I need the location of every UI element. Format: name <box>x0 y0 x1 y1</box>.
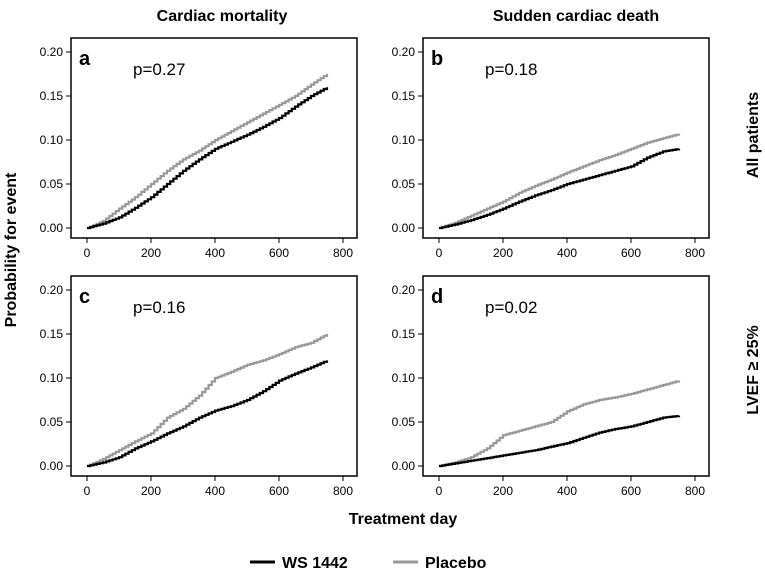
y-tick-label: 0.15 <box>40 89 64 103</box>
panel-letter: b <box>431 48 443 70</box>
series-line-placebo <box>439 133 681 230</box>
x-tick-label: 400 <box>205 484 225 498</box>
column-title-cardiac-mortality: Cardiac mortality <box>157 8 288 25</box>
x-tick-label: 200 <box>141 484 161 498</box>
legend-label-ws1442: WS 1442 <box>282 555 348 572</box>
x-tick-label: 800 <box>685 246 705 260</box>
series-line-placebo <box>439 380 681 468</box>
panel-letter: a <box>79 48 91 70</box>
x-tick-label: 400 <box>205 246 225 260</box>
panel-frame <box>422 275 710 477</box>
p-value: p=0.27 <box>133 60 185 79</box>
panel-d: 0.00 0.05 0.10 0.15 0.20 0 200 400 600 800 d p=0.02 <box>392 275 710 498</box>
panel-frame <box>70 275 358 477</box>
x-tick-label: 200 <box>141 246 161 260</box>
series-line-placebo <box>87 74 329 230</box>
y-axis-title: Probability for event <box>3 172 20 327</box>
column-title-sudden-cardiac-death: Sudden cardiac death <box>493 8 659 25</box>
panel-frame <box>70 37 358 239</box>
panel-a: 0.00 0.05 0.10 0.15 0.20 0 200 400 600 800 a p=0.27 <box>40 37 358 260</box>
x-tick-label: 0 <box>84 246 91 260</box>
series-line-ws-1442 <box>439 148 681 230</box>
x-tick-label: 200 <box>493 484 513 498</box>
y-tick-label: 0.20 <box>392 45 416 59</box>
row-title-all-patients: All patients <box>745 92 762 178</box>
x-tick-label: 0 <box>436 484 443 498</box>
y-tick-label: 0.00 <box>392 221 416 235</box>
legend-label-placebo: Placebo <box>425 555 487 572</box>
x-tick-label: 800 <box>333 484 353 498</box>
panel-letter: c <box>79 286 90 308</box>
panel-frame <box>422 37 710 239</box>
x-tick-label: 600 <box>269 484 289 498</box>
series-line-ws-1442 <box>87 360 329 468</box>
x-tick-label: 600 <box>621 246 641 260</box>
series-line-ws-1442 <box>87 87 329 230</box>
y-tick-label: 0.10 <box>40 133 64 147</box>
panel-letter: d <box>431 286 443 308</box>
y-tick-label: 0.10 <box>40 371 64 385</box>
y-tick-label: 0.20 <box>392 283 416 297</box>
x-tick-label: 0 <box>84 484 91 498</box>
y-tick-label: 0.05 <box>392 177 416 191</box>
x-axis-title: Treatment day <box>349 511 458 528</box>
y-tick-label: 0.15 <box>392 327 416 341</box>
x-tick-label: 600 <box>621 484 641 498</box>
x-tick-label: 400 <box>557 246 577 260</box>
y-tick-label: 0.15 <box>392 89 416 103</box>
x-tick-label: 800 <box>333 246 353 260</box>
y-tick-label: 0.10 <box>392 133 416 147</box>
panel-b: 0.00 0.05 0.10 0.15 0.20 0 200 400 600 800 b p=0.18 <box>392 37 710 260</box>
y-tick-label: 0.05 <box>40 415 64 429</box>
x-tick-label: 600 <box>269 246 289 260</box>
y-tick-label: 0.00 <box>40 221 64 235</box>
y-tick-label: 0.10 <box>392 371 416 385</box>
x-tick-label: 400 <box>557 484 577 498</box>
p-value: p=0.18 <box>485 60 537 79</box>
legend: WS 1442 Placebo <box>250 555 487 572</box>
y-tick-label: 0.15 <box>40 327 64 341</box>
y-tick-label: 0.20 <box>40 283 64 297</box>
series-line-ws-1442 <box>439 415 681 468</box>
panel-c: 0.00 0.05 0.10 0.15 0.20 0 200 400 600 800 c p=0.16 <box>40 275 358 498</box>
p-value: p=0.02 <box>485 298 537 317</box>
series-line-placebo <box>87 334 329 468</box>
y-tick-label: 0.20 <box>40 45 64 59</box>
row-title-lvef: LVEF ≥ 25% <box>745 325 762 414</box>
y-tick-label: 0.00 <box>40 459 64 473</box>
x-tick-label: 0 <box>436 246 443 260</box>
y-tick-label: 0.05 <box>392 415 416 429</box>
x-tick-label: 800 <box>685 484 705 498</box>
x-tick-label: 200 <box>493 246 513 260</box>
y-tick-label: 0.05 <box>40 177 64 191</box>
y-tick-label: 0.00 <box>392 459 416 473</box>
p-value: p=0.16 <box>133 298 185 317</box>
